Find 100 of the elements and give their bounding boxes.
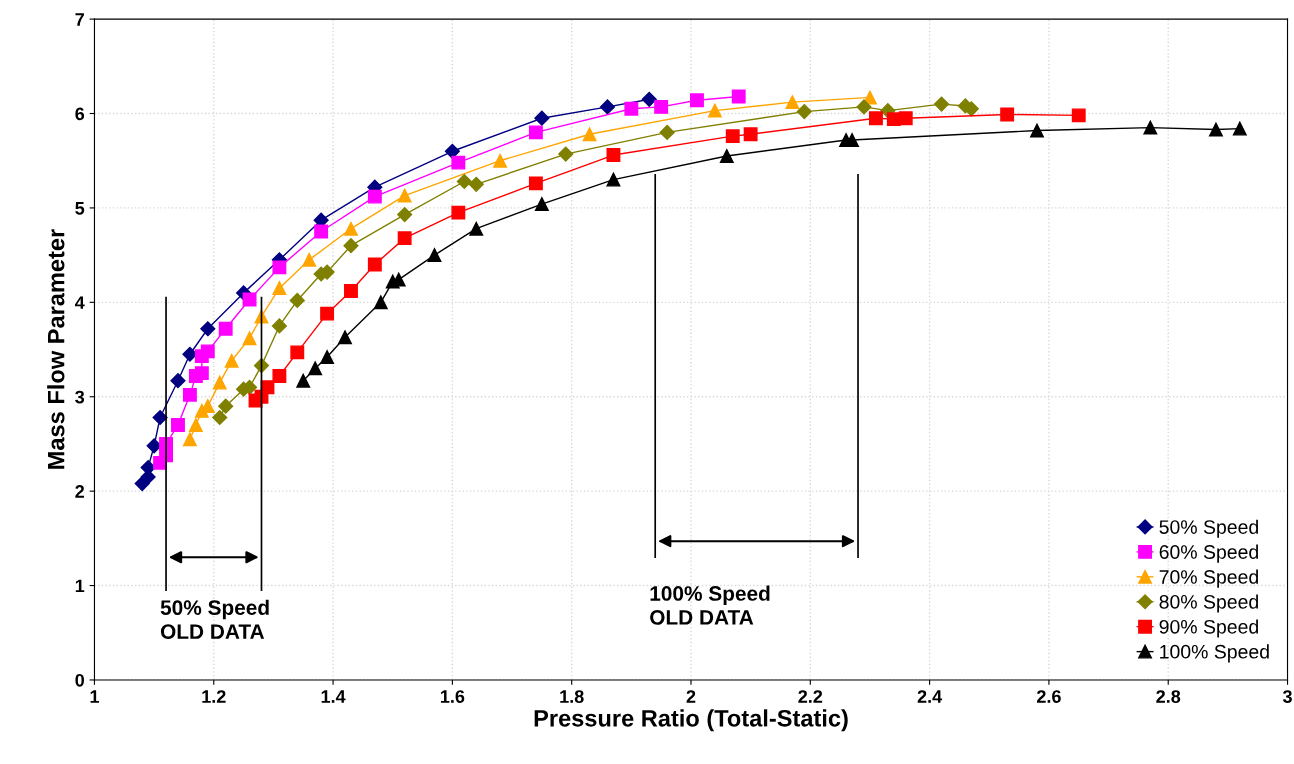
point xyxy=(1143,120,1158,135)
point xyxy=(314,224,329,239)
point xyxy=(289,292,305,309)
point xyxy=(427,248,442,263)
y-tick-label: 5 xyxy=(75,202,85,215)
point xyxy=(218,398,234,414)
y-tick-label: 2 xyxy=(75,485,85,498)
point xyxy=(296,373,311,388)
point xyxy=(659,124,675,140)
point xyxy=(182,432,197,447)
point xyxy=(868,111,883,126)
x-axis-title: Pressure Ratio (Total-Static) xyxy=(534,709,848,732)
point xyxy=(200,344,215,359)
point xyxy=(558,146,574,162)
point xyxy=(344,284,358,298)
point xyxy=(719,149,734,163)
point xyxy=(302,252,317,267)
point xyxy=(1000,107,1015,122)
point xyxy=(272,369,287,383)
point xyxy=(242,331,257,346)
point xyxy=(725,129,740,144)
point xyxy=(856,99,872,115)
y-tick-label: 6 xyxy=(75,107,85,121)
point xyxy=(731,89,746,104)
legend-label: 100% Speed xyxy=(1160,644,1269,663)
point xyxy=(534,110,550,126)
point xyxy=(933,96,950,112)
point xyxy=(373,295,388,310)
point xyxy=(397,206,413,223)
legend-label: 50% Speed xyxy=(1159,519,1258,538)
x-tick-label: 3 xyxy=(1282,690,1292,703)
point xyxy=(493,153,508,168)
y-tick-label: 0 xyxy=(75,673,84,687)
point xyxy=(367,189,382,204)
point xyxy=(320,306,335,321)
point xyxy=(152,409,168,426)
point xyxy=(338,330,352,345)
legend-label: 70% Speed xyxy=(1159,569,1258,588)
point xyxy=(468,176,484,192)
point xyxy=(528,125,543,140)
annotation: 100% Speed OLD DATA xyxy=(650,585,770,625)
point xyxy=(212,409,228,426)
point xyxy=(343,238,359,254)
point xyxy=(320,350,335,365)
point xyxy=(397,188,412,203)
point xyxy=(654,99,669,114)
point xyxy=(290,345,305,360)
point xyxy=(624,101,639,116)
y-axis-title: Mass Flow Parameter xyxy=(47,229,65,469)
point xyxy=(200,321,216,337)
x-tick-label: 1 xyxy=(90,690,99,703)
point xyxy=(272,281,287,296)
point xyxy=(170,373,186,389)
point xyxy=(397,231,412,246)
point xyxy=(641,91,657,107)
x-tick-label: 2.4 xyxy=(917,690,943,703)
point xyxy=(272,260,287,275)
point xyxy=(796,104,812,120)
y-tick-label: 3 xyxy=(75,390,85,404)
legend-label: 80% Speed xyxy=(1159,594,1258,613)
legend-label: 90% Speed xyxy=(1159,619,1258,638)
point xyxy=(707,103,722,118)
point xyxy=(528,176,543,191)
y-tick-label: 7 xyxy=(75,13,84,26)
point xyxy=(242,292,257,307)
point xyxy=(534,197,549,212)
legend-label: 60% Speed xyxy=(1159,544,1258,563)
point xyxy=(1071,108,1086,123)
annotation: 50% Speed OLD DATA xyxy=(160,599,269,639)
point xyxy=(606,172,621,187)
point xyxy=(1232,121,1247,136)
point xyxy=(146,438,162,454)
point xyxy=(1209,122,1223,137)
y-tick-label: 1 xyxy=(75,579,85,593)
point xyxy=(469,221,484,236)
point xyxy=(582,127,597,142)
point xyxy=(690,93,704,108)
point xyxy=(599,99,616,115)
point xyxy=(271,318,287,334)
point xyxy=(344,221,358,236)
x-tick-label: 1.4 xyxy=(321,690,346,703)
y-tick-label: 4 xyxy=(74,296,85,309)
point xyxy=(218,321,233,336)
point xyxy=(188,418,203,433)
point xyxy=(308,361,323,376)
point xyxy=(182,387,197,402)
point xyxy=(898,111,913,126)
x-tick-label: 1.8 xyxy=(560,690,584,703)
point xyxy=(743,127,758,142)
point xyxy=(171,418,185,433)
point xyxy=(451,155,466,170)
point xyxy=(212,375,227,390)
point xyxy=(224,353,239,368)
point xyxy=(367,257,382,272)
x-tick-label: 1.2 xyxy=(202,690,226,703)
x-tick-label: 2 xyxy=(686,690,696,703)
point xyxy=(785,95,800,110)
point xyxy=(456,173,472,190)
point xyxy=(451,205,466,220)
point xyxy=(606,148,621,162)
